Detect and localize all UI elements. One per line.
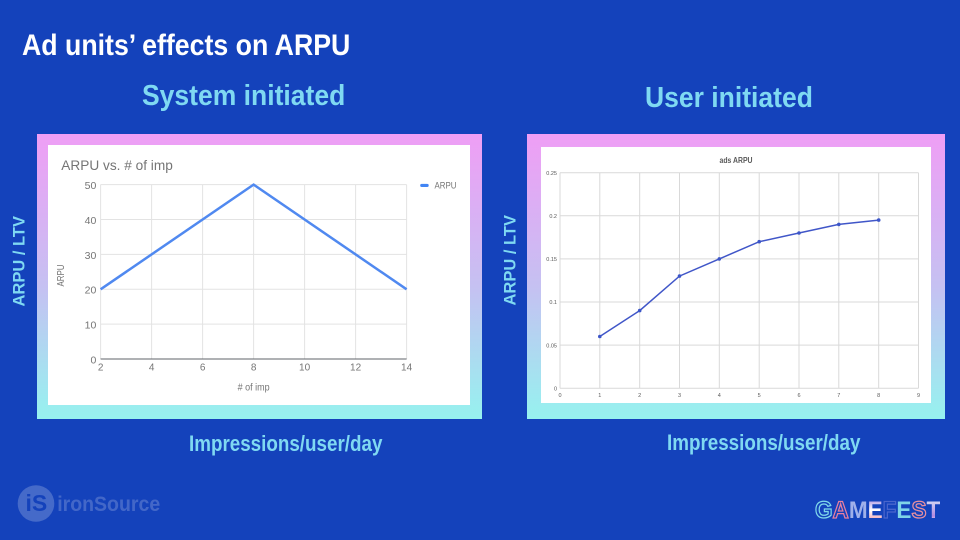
svg-text:0.15: 0.15 bbox=[546, 257, 557, 263]
svg-text:ARPU: ARPU bbox=[56, 265, 67, 287]
svg-text:0.2: 0.2 bbox=[549, 214, 557, 220]
svg-text:20: 20 bbox=[85, 285, 97, 297]
svg-text:3: 3 bbox=[678, 393, 681, 399]
svg-text:# of imp: # of imp bbox=[238, 383, 270, 394]
svg-text:5: 5 bbox=[758, 393, 761, 399]
svg-text:4: 4 bbox=[149, 363, 155, 374]
svg-text:4: 4 bbox=[718, 393, 721, 399]
svg-text:0.25: 0.25 bbox=[546, 171, 557, 177]
svg-text:8: 8 bbox=[877, 393, 880, 399]
svg-text:2: 2 bbox=[638, 393, 641, 399]
svg-text:ads ARPU: ads ARPU bbox=[720, 156, 753, 165]
svg-text:ironSource: ironSource bbox=[57, 493, 160, 516]
svg-text:7: 7 bbox=[837, 393, 840, 399]
svg-text:0: 0 bbox=[558, 393, 561, 399]
svg-text:0.05: 0.05 bbox=[546, 343, 557, 349]
svg-text:2: 2 bbox=[98, 363, 104, 374]
svg-text:40: 40 bbox=[85, 215, 97, 227]
svg-text:50: 50 bbox=[85, 180, 97, 192]
svg-text:10: 10 bbox=[299, 363, 311, 374]
svg-text:9: 9 bbox=[917, 393, 920, 399]
svg-text:12: 12 bbox=[350, 363, 362, 374]
svg-text:0.1: 0.1 bbox=[549, 300, 557, 306]
svg-text:ARPU vs. # of imp: ARPU vs. # of imp bbox=[61, 158, 173, 174]
svg-text:0: 0 bbox=[554, 386, 557, 392]
svg-text:30: 30 bbox=[85, 250, 97, 262]
svg-text:6: 6 bbox=[200, 363, 206, 374]
svg-text:1: 1 bbox=[598, 393, 601, 399]
svg-text:0: 0 bbox=[90, 354, 96, 366]
svg-text:6: 6 bbox=[797, 393, 800, 399]
svg-text:10: 10 bbox=[85, 320, 97, 332]
svg-text:8: 8 bbox=[251, 363, 257, 374]
svg-text:ARPU: ARPU bbox=[435, 180, 457, 191]
svg-text:iS: iS bbox=[26, 490, 48, 516]
svg-text:14: 14 bbox=[401, 363, 413, 374]
